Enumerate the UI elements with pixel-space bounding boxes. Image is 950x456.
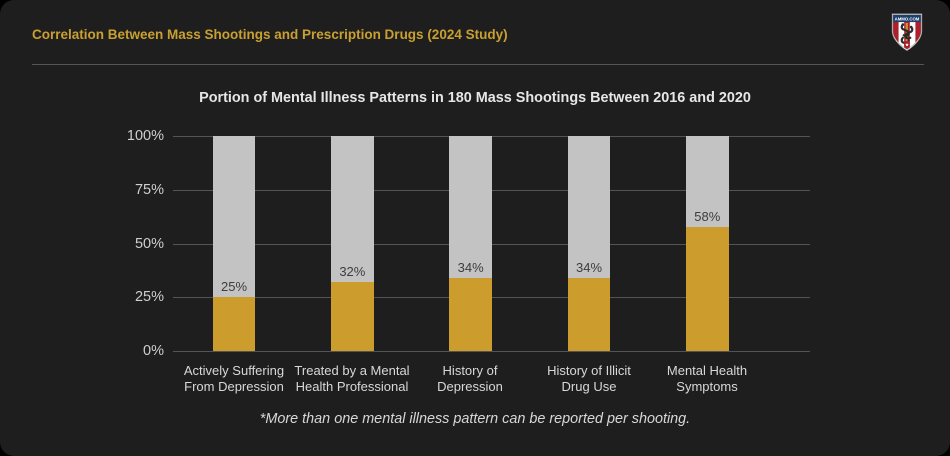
svg-text:AMMO.COM: AMMO.COM	[895, 16, 920, 21]
